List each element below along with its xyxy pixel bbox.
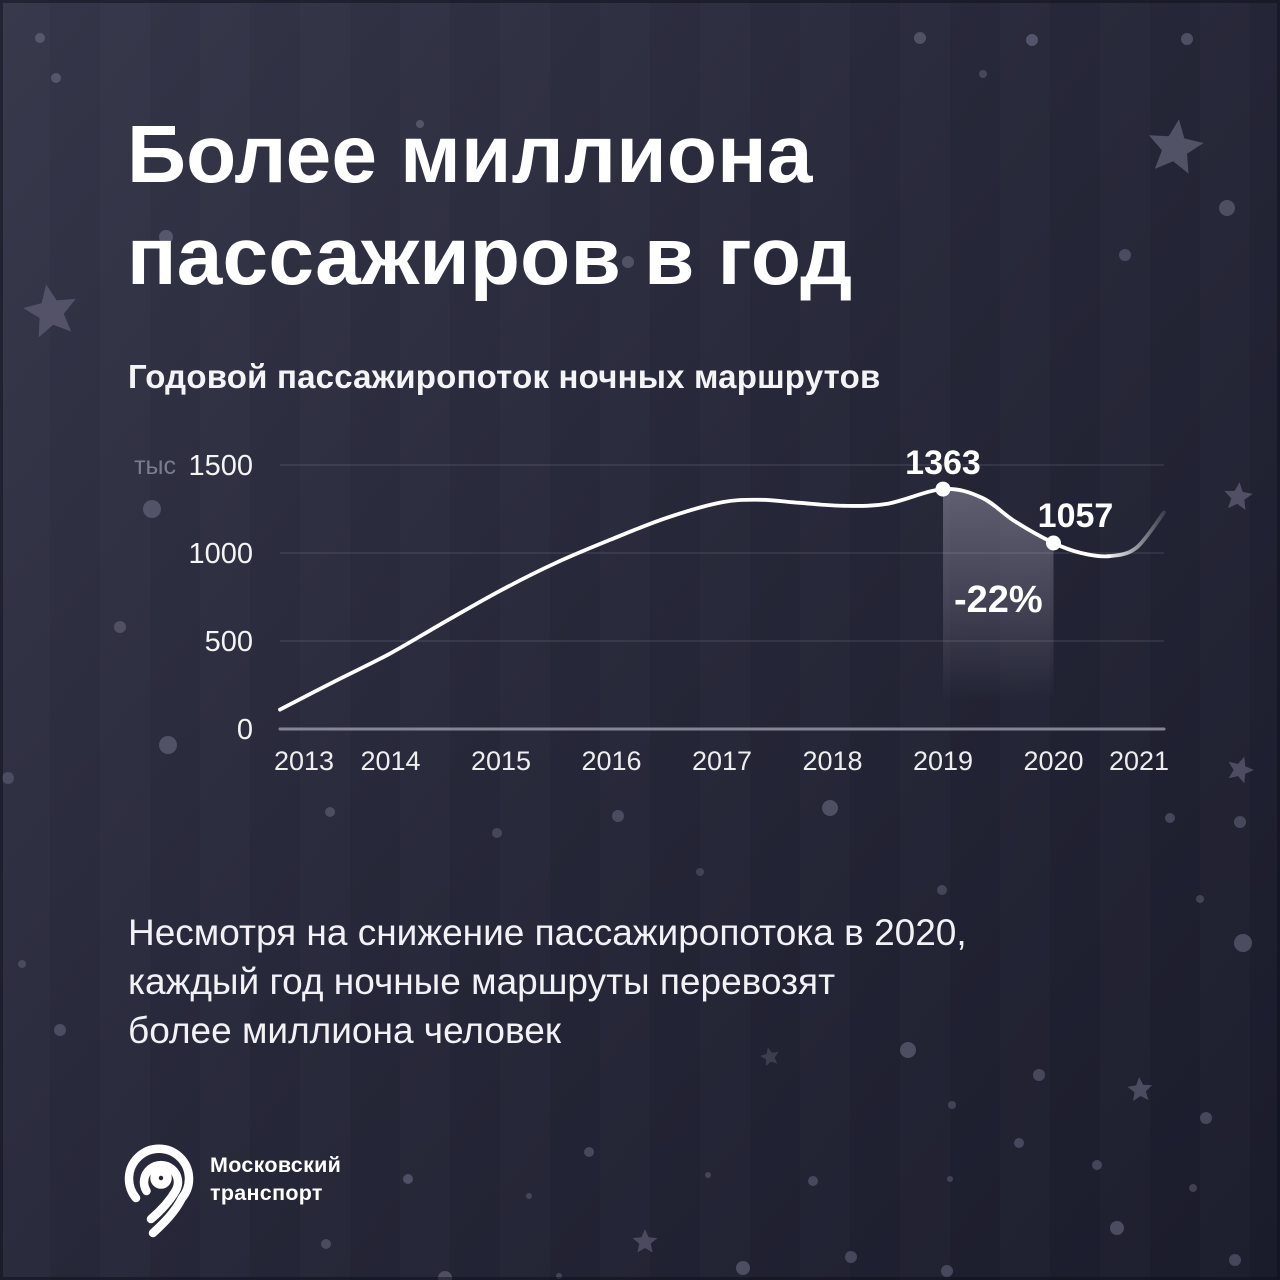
star-decoration: [23, 284, 76, 338]
dot-decoration: [937, 885, 947, 895]
x-axis-tick-label: 2014: [360, 746, 420, 776]
dot-decoration: [1014, 1138, 1024, 1148]
x-axis-tick-label: 2020: [1023, 746, 1083, 776]
page-title: Более миллиона пассажиров в год: [127, 104, 852, 308]
logo-center-ring: [150, 1167, 172, 1189]
x-axis-tick-label: 2019: [913, 746, 973, 776]
drop-shade-area: [943, 488, 1054, 698]
logo-middle-ring: [139, 1160, 183, 1224]
footnote-line: более миллиона человек: [128, 1010, 562, 1051]
data-line-fading-tail: [1106, 510, 1166, 559]
y-axis-tick-label: 0: [237, 714, 253, 746]
dot-decoration: [1196, 895, 1204, 903]
dot-decoration: [143, 500, 161, 518]
data-point-marker: [1046, 535, 1061, 551]
x-axis-tick-label: 2016: [581, 746, 641, 776]
dot-decoration: [705, 1172, 711, 1178]
dot-decoration: [159, 230, 173, 244]
x-axis-tick-label: 2013: [274, 746, 334, 776]
dot-decoration: [35, 33, 45, 43]
y-axis-tick-label: 1000: [188, 538, 253, 570]
star-decoration: [632, 1229, 658, 1253]
dot-decoration: [321, 1239, 331, 1249]
y-axis-tick-label: 1500: [188, 450, 253, 482]
x-axis-tick-label: 2015: [471, 746, 531, 776]
dot-decoration: [159, 736, 177, 754]
dot-decoration: [403, 1174, 413, 1184]
footnote-line: каждый год ночные маршруты перевозят: [128, 961, 836, 1002]
data-point-marker: [935, 481, 951, 497]
data-line: [278, 487, 1111, 712]
dot-decoration: [947, 1176, 953, 1182]
dot-decoration: [1033, 1069, 1045, 1081]
dot-decoration: [51, 73, 61, 83]
dot-decoration: [1026, 34, 1038, 46]
dot-decoration: [1234, 934, 1252, 952]
logo-text-line1: Московский: [210, 1153, 342, 1177]
dot-decoration: [1189, 1184, 1197, 1192]
dot-decoration: [1229, 1254, 1241, 1266]
dot-decoration: [948, 1101, 956, 1109]
x-axis-tick-label: 2021: [1109, 746, 1169, 776]
dot-decoration: [114, 621, 126, 633]
dot-decoration: [416, 120, 424, 128]
moscow-transport-logo: Московский транспорт: [116, 1140, 536, 1250]
moscow-transport-logo-icon: [124, 1144, 194, 1238]
dot-decoration: [622, 256, 634, 268]
dot-decoration: [979, 70, 987, 78]
dot-decoration: [612, 810, 624, 822]
dot-decoration: [584, 1147, 594, 1157]
dot-decoration: [1110, 1221, 1124, 1235]
dot-decoration: [941, 1265, 953, 1277]
page-title-line2: пассажиров в год: [127, 211, 853, 302]
dot-decoration: [1219, 200, 1235, 216]
dot-decoration: [492, 828, 502, 838]
dot-decoration: [1119, 249, 1131, 261]
dot-decoration: [808, 1176, 818, 1186]
moscow-transport-logo-text: Московский транспорт: [210, 1152, 341, 1207]
x-axis-tick-label: 2018: [802, 746, 862, 776]
y-axis-unit-label: тыс: [134, 452, 176, 480]
logo-outer-ring: [124, 1144, 194, 1238]
star-decoration: [760, 1047, 779, 1067]
star-decoration: [1148, 119, 1204, 174]
dot-decoration: [845, 1251, 857, 1263]
data-point-value-label: 1057: [1038, 497, 1114, 535]
logo-text-line2: транспорт: [210, 1180, 323, 1205]
y-axis-tick-label: 500: [205, 626, 253, 658]
dot-decoration: [1165, 813, 1175, 823]
data-point-value-label: 1363: [905, 444, 981, 482]
star-decoration: [1228, 756, 1254, 784]
dot-decoration: [822, 800, 838, 816]
star-decoration: [1127, 1077, 1153, 1101]
dot-decoration: [696, 868, 704, 876]
dot-decoration: [325, 807, 335, 817]
chart-title: Годовой пассажиропоток ночных маршрутов: [128, 358, 881, 395]
footnote-line: Несмотря на снижение пассажиропотока в 2…: [128, 912, 967, 953]
dot-decoration: [914, 32, 926, 44]
dot-decoration: [1234, 816, 1246, 828]
x-axis-tick-label: 2017: [692, 746, 752, 776]
dot-decoration: [1092, 1160, 1102, 1170]
dot-decoration: [1181, 33, 1193, 45]
drop-percent-label: -22%: [954, 579, 1043, 621]
dot-decoration: [18, 960, 26, 968]
footnote-text: Несмотря на снижение пассажиропотока в 2…: [128, 908, 967, 1055]
dot-decoration: [54, 1024, 66, 1036]
star-decoration: [1224, 482, 1253, 510]
dot-decoration: [900, 1042, 916, 1058]
page-title-line1: Более миллиона: [127, 109, 813, 200]
dot-decoration: [526, 1193, 532, 1199]
dot-decoration: [1200, 1112, 1212, 1124]
dot-decoration: [736, 1261, 750, 1275]
dot-decoration: [2, 772, 14, 784]
